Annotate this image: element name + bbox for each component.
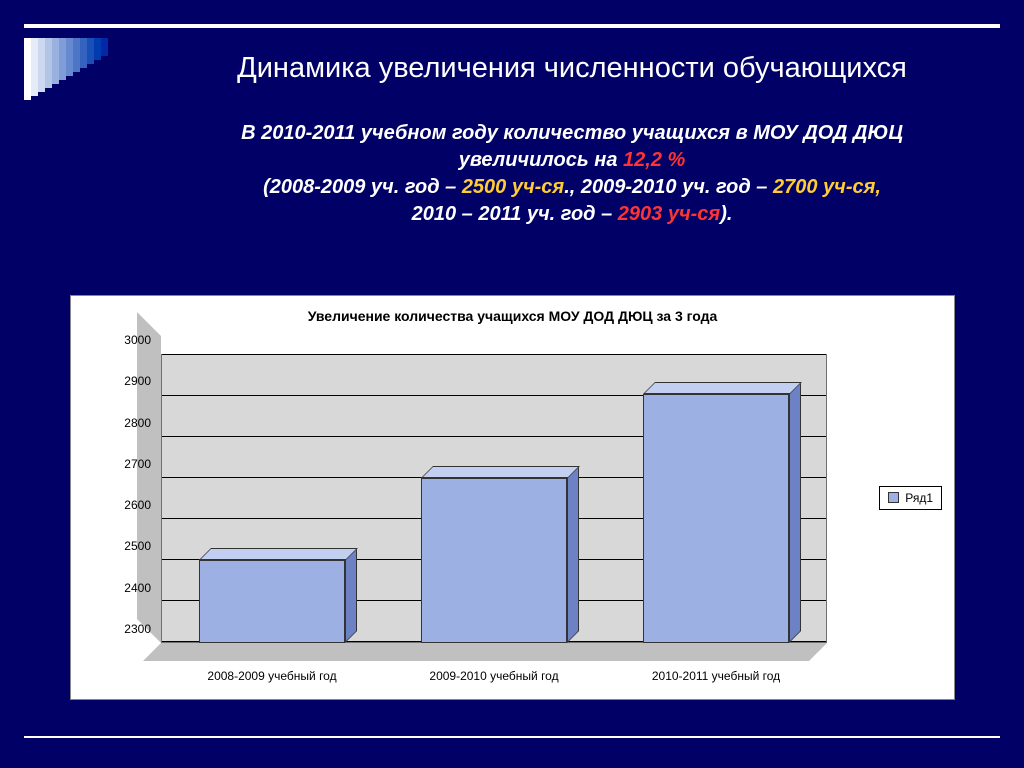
y-tick-label: 2700 (106, 457, 151, 471)
desc-text: ). (720, 203, 732, 225)
bar (199, 560, 346, 643)
chart-legend: Ряд1 (879, 486, 942, 510)
chart-title: Увеличение количества учащихся МОУ ДОД Д… (71, 308, 954, 324)
chart-bars (161, 354, 827, 643)
x-tick-label: 2010-2011 учебный год (636, 669, 796, 683)
desc-text: ., 2009-2010 уч. год – (564, 176, 773, 198)
bottom-border (24, 736, 1000, 738)
x-axis-labels: 2008-2009 учебный год 2009-2010 учебный г… (161, 645, 827, 681)
desc-value-3: 2903 уч-ся (618, 203, 720, 225)
y-tick-label: 2300 (106, 622, 151, 636)
x-tick-label: 2009-2010 учебный год (414, 669, 574, 683)
y-tick-label: 3000 (106, 333, 151, 347)
y-tick-label: 2600 (106, 498, 151, 512)
desc-text: (2008-2009 уч. год – (263, 176, 462, 198)
bar (643, 394, 790, 643)
y-tick-label: 2900 (106, 374, 151, 388)
slide-title: Динамика увеличения численности обучающи… (180, 50, 964, 88)
chart-panel: Увеличение количества учащихся МОУ ДОД Д… (70, 295, 955, 700)
y-tick-label: 2800 (106, 416, 151, 430)
desc-text: В 2010-2011 учебном году количество учащ… (241, 122, 903, 171)
chart-body: 23002400250026002700280029003000 2008-20… (91, 344, 839, 681)
legend-label: Ряд1 (905, 491, 933, 505)
desc-value-2: 2700 уч-ся, (773, 176, 881, 198)
desc-percent: 12,2 % (623, 149, 685, 171)
plot-area (161, 354, 827, 643)
decorative-stripes (24, 38, 108, 100)
slide-description: В 2010-2011 учебном году количество учащ… (180, 120, 964, 228)
y-tick-label: 2400 (106, 581, 151, 595)
top-border (24, 24, 1000, 28)
title-block: Динамика увеличения численности обучающи… (180, 50, 964, 228)
bar (421, 478, 568, 643)
desc-value-1: 2500 уч-ся (462, 176, 564, 198)
legend-swatch (888, 492, 899, 503)
y-axis-labels: 23002400250026002700280029003000 (91, 354, 156, 643)
x-tick-label: 2008-2009 учебный год (192, 669, 352, 683)
y-tick-label: 2500 (106, 539, 151, 553)
desc-text: 2010 – 2011 уч. год – (412, 203, 618, 225)
